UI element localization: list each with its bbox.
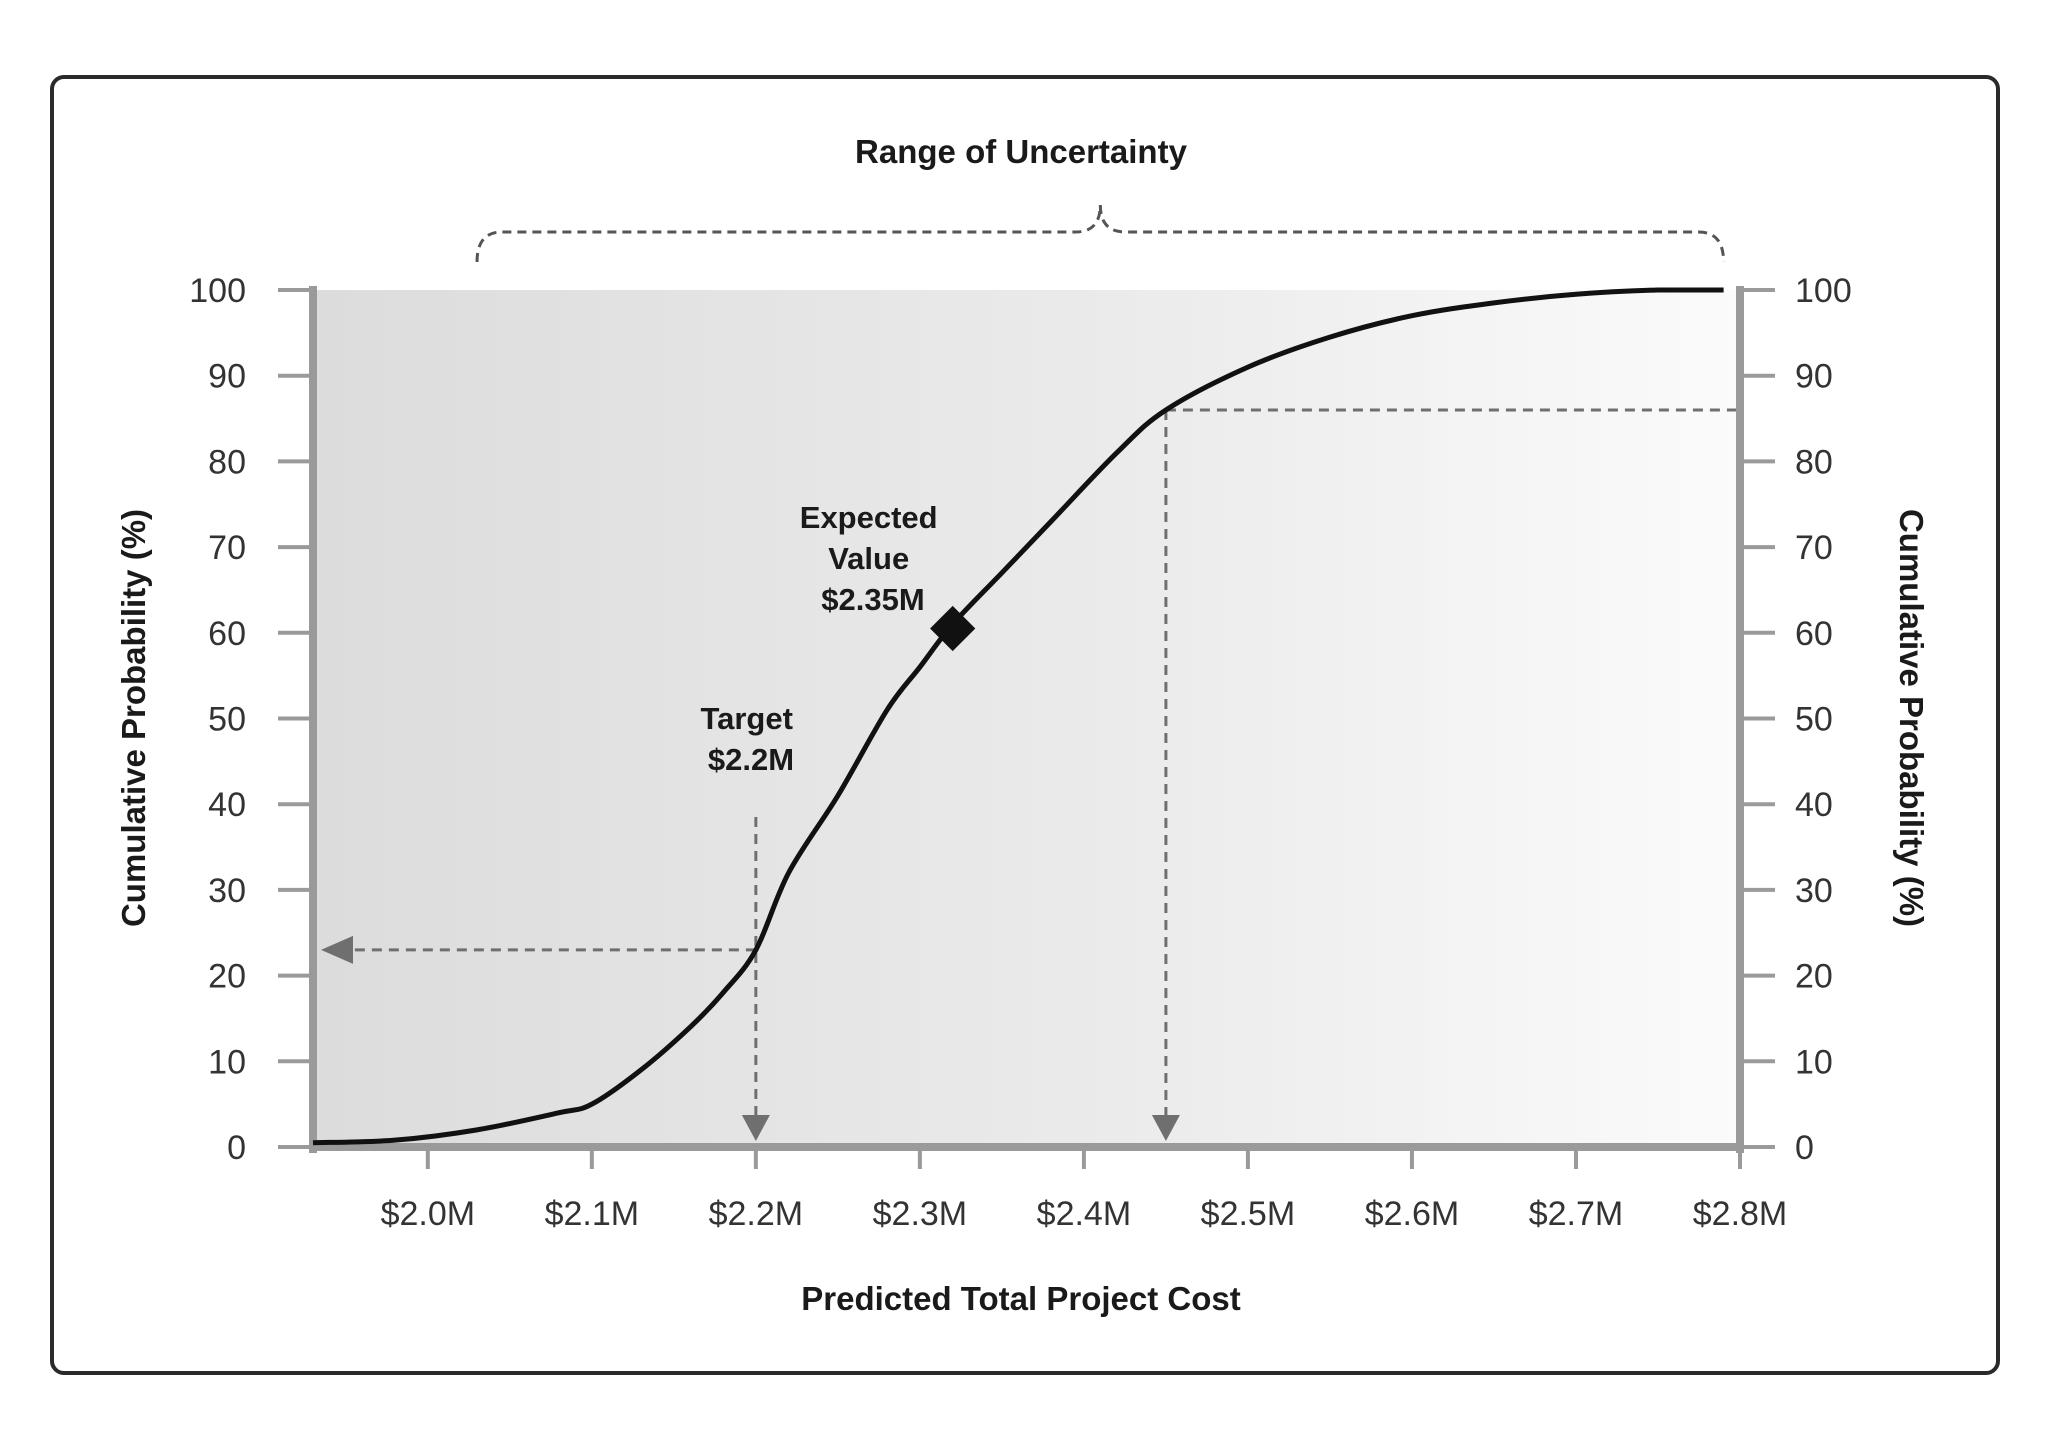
target-down-arrow bbox=[741, 1115, 770, 1141]
expected-value-label-line2: Value bbox=[828, 541, 909, 576]
y-tick-label-right: 30 bbox=[1795, 872, 1833, 910]
y-tick-label-right: 60 bbox=[1795, 615, 1833, 653]
expected-value-label-line1: Expected bbox=[800, 500, 938, 535]
x-axis-title: Predicted Total Project Cost bbox=[801, 1280, 1240, 1317]
target-left-arrow bbox=[321, 935, 353, 964]
y-tick-label-left: 60 bbox=[208, 615, 246, 653]
y-tick-label-right: 80 bbox=[1795, 443, 1833, 481]
y-axis-title-left: Cumulative Probability (%) bbox=[115, 509, 152, 927]
x-tick-label: $2.1M bbox=[545, 1195, 640, 1233]
y-tick-label-left: 50 bbox=[208, 701, 246, 739]
x-tick-label: $2.5M bbox=[1201, 1195, 1296, 1233]
x-tick-label: $2.3M bbox=[873, 1195, 968, 1233]
expected-value-label-line3: $2.35M bbox=[821, 582, 924, 617]
y-tick-label-left: 40 bbox=[208, 786, 246, 824]
target-label-line2: $2.2M bbox=[708, 742, 794, 777]
x-tick-label: $2.4M bbox=[1037, 1195, 1132, 1233]
y-tick-label-left: 80 bbox=[208, 443, 246, 481]
y-tick-label-left: 30 bbox=[208, 872, 246, 910]
expected-value-label: Expected Value $2.35M bbox=[800, 500, 946, 617]
y-tick-label-right: 0 bbox=[1795, 1129, 1814, 1167]
y-tick-label-right: 50 bbox=[1795, 701, 1833, 739]
y-tick-label-left: 10 bbox=[208, 1043, 246, 1081]
upper-down-arrow bbox=[1151, 1115, 1180, 1141]
y-tick-label-left: 0 bbox=[227, 1129, 246, 1167]
y-tick-label-right: 10 bbox=[1795, 1043, 1833, 1081]
plot-background bbox=[313, 290, 1740, 1147]
y-tick-label-left: 20 bbox=[208, 958, 246, 996]
cumulative-probability-curve bbox=[312, 287, 1724, 1146]
y-tick-label-right: 70 bbox=[1795, 529, 1833, 567]
y-tick-label-left: 90 bbox=[208, 358, 246, 396]
range-of-uncertainty-brace bbox=[475, 204, 1726, 263]
x-tick-label: $2.2M bbox=[709, 1195, 804, 1233]
y-tick-label-right: 20 bbox=[1795, 958, 1833, 996]
target-label: Target $2.2M bbox=[700, 701, 801, 777]
expected-value-marker bbox=[930, 605, 976, 652]
x-tick-label: $2.7M bbox=[1529, 1195, 1624, 1233]
y-axis-title-right: Cumulative Probability (%) bbox=[1893, 509, 1930, 927]
y-tick-label-right: 100 bbox=[1795, 272, 1852, 310]
chart-title: Range of Uncertainty bbox=[855, 133, 1188, 170]
y-tick-label-right: 40 bbox=[1795, 786, 1833, 824]
y-tick-label-left: 70 bbox=[208, 529, 246, 567]
target-label-line1: Target bbox=[700, 701, 792, 736]
y-tick-label-right: 90 bbox=[1795, 358, 1833, 396]
x-tick-label: $2.8M bbox=[1693, 1195, 1788, 1233]
y-tick-label-left: 100 bbox=[189, 272, 246, 310]
x-tick-label: $2.6M bbox=[1365, 1195, 1460, 1233]
x-tick-label: $2.0M bbox=[381, 1195, 476, 1233]
